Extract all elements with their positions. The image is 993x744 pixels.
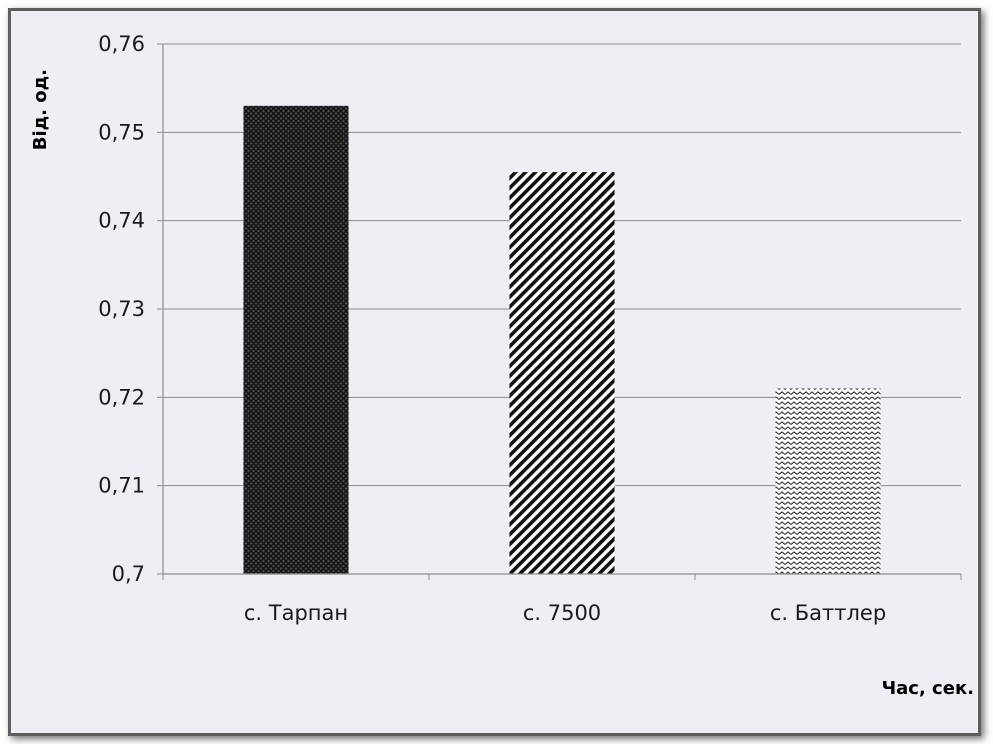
x-category-label: с. Баттлер xyxy=(770,601,886,625)
y-tick-label: 0,76 xyxy=(98,32,145,56)
x-axis-title: Час, сек. xyxy=(882,678,974,699)
x-category-label: с. 7500 xyxy=(523,601,601,625)
y-tick-label: 0,73 xyxy=(98,297,145,321)
chart-frame: 0,7 0,71 0,72 0,73 0,74 0,75 0,76 с. Тарпан с. 7… xyxy=(8,8,981,736)
bar-3 xyxy=(775,388,881,574)
axes xyxy=(157,43,962,580)
y-tick-label: 0,75 xyxy=(98,120,145,144)
y-tick-label: 0,71 xyxy=(98,474,145,498)
bars xyxy=(243,105,881,575)
y-axis-title: Від. од. xyxy=(30,69,51,150)
y-tick-label: 0,7 xyxy=(112,562,145,586)
x-category-label: с. Тарпан xyxy=(244,601,348,625)
tick-labels: 0,7 0,71 0,72 0,73 0,74 0,75 0,76 с. Тарпан с. 7… xyxy=(98,32,886,625)
y-tick-label: 0,72 xyxy=(98,385,145,409)
y-tick-label: 0,74 xyxy=(98,209,145,233)
bar-chart: 0,7 0,71 0,72 0,73 0,74 0,75 0,76 с. Тарпан с. 7… xyxy=(30,32,974,699)
bar-1 xyxy=(243,105,349,574)
bar-2 xyxy=(509,172,615,575)
